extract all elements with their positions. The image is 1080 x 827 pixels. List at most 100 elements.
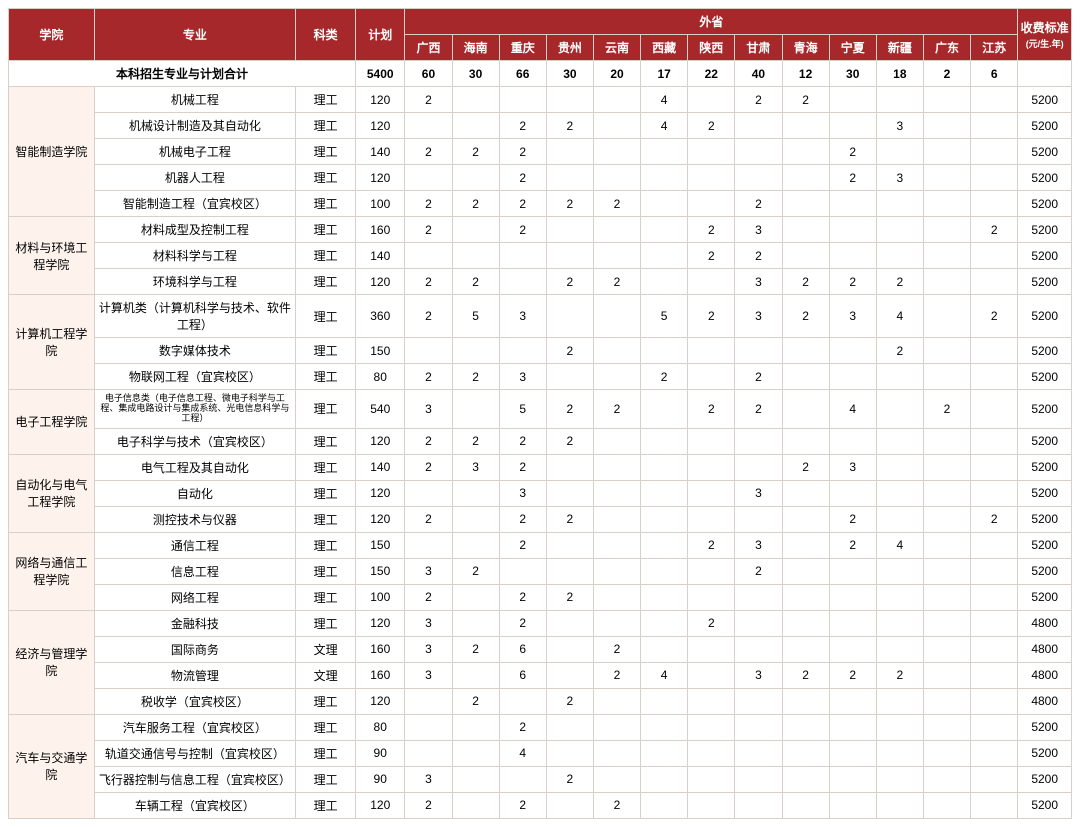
province-val — [688, 662, 735, 688]
province-val — [876, 217, 923, 243]
province-val: 2 — [405, 792, 452, 818]
province-val — [923, 532, 970, 558]
province-val — [971, 740, 1018, 766]
province-val: 2 — [971, 506, 1018, 532]
total-province-val: 22 — [688, 61, 735, 87]
province-val: 2 — [971, 295, 1018, 338]
plan-cell: 120 — [356, 113, 405, 139]
province-val — [452, 113, 499, 139]
province-val — [405, 714, 452, 740]
province-val — [593, 766, 640, 792]
province-val: 2 — [546, 428, 593, 454]
province-val: 2 — [499, 532, 546, 558]
province-val — [735, 740, 782, 766]
col-major: 专业 — [94, 9, 295, 61]
province-val — [688, 740, 735, 766]
province-val — [923, 295, 970, 338]
province-val — [971, 390, 1018, 429]
province-val — [782, 584, 829, 610]
table-row: 自动化理工120335200 — [9, 480, 1072, 506]
province-val — [971, 766, 1018, 792]
total-province-val: 40 — [735, 61, 782, 87]
fee-cell: 5200 — [1018, 390, 1072, 429]
province-val — [546, 480, 593, 506]
province-val — [688, 87, 735, 113]
province-val — [546, 165, 593, 191]
province-val — [782, 688, 829, 714]
college-cell: 计算机工程学院 — [9, 295, 95, 390]
province-val — [452, 714, 499, 740]
province-val: 2 — [593, 792, 640, 818]
province-val — [829, 610, 876, 636]
category-cell: 理工 — [296, 113, 356, 139]
province-val: 2 — [452, 636, 499, 662]
total-province-val: 2 — [923, 61, 970, 87]
province-val: 2 — [688, 113, 735, 139]
province-val: 3 — [405, 610, 452, 636]
fee-cell: 5200 — [1018, 191, 1072, 217]
plan-cell: 150 — [356, 532, 405, 558]
major-cell: 测控技术与仪器 — [94, 506, 295, 532]
table-row: 机械设计制造及其自动化理工120224235200 — [9, 113, 1072, 139]
province-val — [546, 792, 593, 818]
province-val: 2 — [688, 390, 735, 429]
major-cell: 环境科学与工程 — [94, 269, 295, 295]
fee-cell: 5200 — [1018, 113, 1072, 139]
category-cell: 理工 — [296, 390, 356, 429]
major-cell: 电子信息类（电子信息工程、微电子科学与工程、集成电路设计与集成系统、光电信息科学… — [94, 390, 295, 429]
province-val — [923, 191, 970, 217]
province-val — [923, 243, 970, 269]
province-val — [641, 558, 688, 584]
fee-cell: 5200 — [1018, 558, 1072, 584]
province-val — [971, 428, 1018, 454]
province-val — [688, 558, 735, 584]
table-row: 材料科学与工程理工140225200 — [9, 243, 1072, 269]
table-row: 飞行器控制与信息工程（宜宾校区）理工90325200 — [9, 766, 1072, 792]
province-val: 2 — [735, 558, 782, 584]
province-val: 4 — [499, 740, 546, 766]
province-val — [452, 532, 499, 558]
province-val: 2 — [829, 506, 876, 532]
province-val: 2 — [782, 295, 829, 338]
major-cell: 汽车服务工程（宜宾校区） — [94, 714, 295, 740]
province-val — [782, 338, 829, 364]
province-val: 3 — [735, 269, 782, 295]
province-val — [641, 792, 688, 818]
province-val — [405, 113, 452, 139]
province-val: 2 — [546, 390, 593, 429]
province-val — [735, 428, 782, 454]
category-cell: 理工 — [296, 269, 356, 295]
plan-cell: 160 — [356, 217, 405, 243]
province-val: 3 — [405, 766, 452, 792]
province-val — [923, 662, 970, 688]
table-row: 汽车与交通学院汽车服务工程（宜宾校区）理工8025200 — [9, 714, 1072, 740]
province-val: 2 — [452, 364, 499, 390]
plan-cell: 120 — [356, 428, 405, 454]
province-val — [829, 584, 876, 610]
province-val — [452, 662, 499, 688]
province-val: 5 — [452, 295, 499, 338]
province-val — [546, 662, 593, 688]
province-val — [688, 480, 735, 506]
col-province: 陕西 — [688, 35, 735, 61]
province-val — [688, 506, 735, 532]
province-val — [923, 740, 970, 766]
col-province: 重庆 — [499, 35, 546, 61]
college-cell: 材料与环境工程学院 — [9, 217, 95, 295]
province-val — [452, 766, 499, 792]
plan-cell: 160 — [356, 636, 405, 662]
province-val: 3 — [499, 480, 546, 506]
category-cell: 理工 — [296, 610, 356, 636]
major-cell: 国际商务 — [94, 636, 295, 662]
province-val — [782, 714, 829, 740]
province-val: 2 — [546, 338, 593, 364]
province-val: 3 — [735, 532, 782, 558]
province-val — [971, 688, 1018, 714]
province-val — [593, 740, 640, 766]
province-val: 3 — [405, 662, 452, 688]
province-val — [971, 454, 1018, 480]
province-val: 2 — [735, 87, 782, 113]
province-val: 2 — [546, 191, 593, 217]
province-val: 2 — [405, 454, 452, 480]
category-cell: 文理 — [296, 662, 356, 688]
